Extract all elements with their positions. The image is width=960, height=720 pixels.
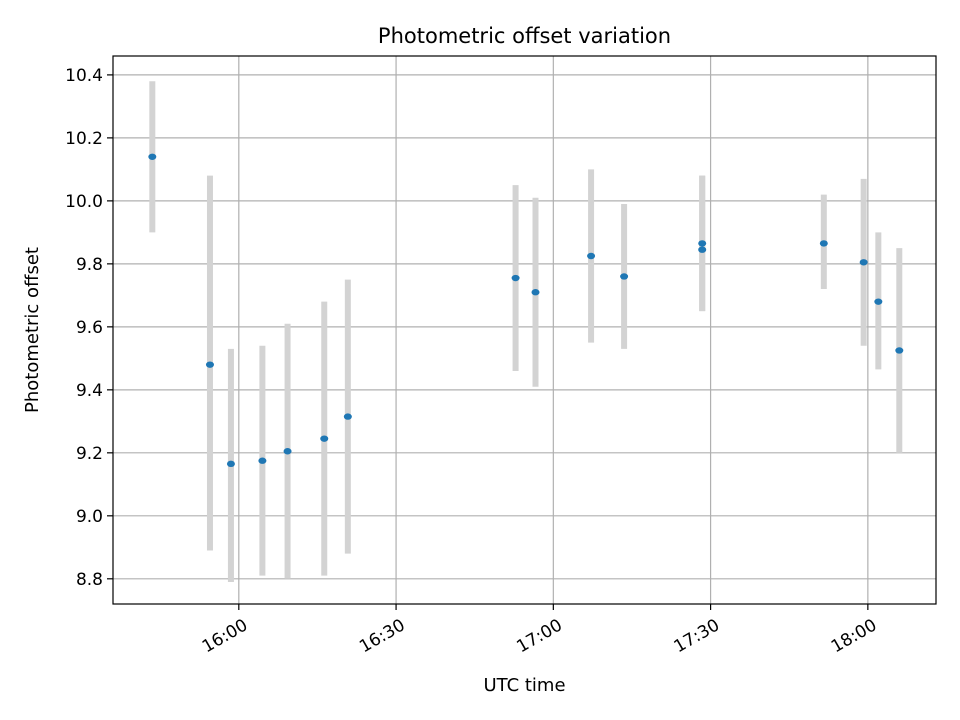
data-point — [531, 289, 540, 296]
y-tick-label: 9.8 — [76, 255, 103, 275]
data-point — [895, 347, 904, 354]
grid-lines — [113, 56, 936, 604]
data-point — [819, 240, 828, 247]
data-point — [859, 259, 868, 266]
data-point — [148, 153, 157, 160]
y-tick-label: 10.0 — [65, 192, 103, 212]
data-point — [587, 252, 596, 260]
y-tick-label: 9.0 — [76, 507, 103, 527]
chart-title: Photometric offset variation — [378, 24, 671, 48]
data-point — [226, 460, 235, 468]
data-point — [205, 361, 214, 368]
y-axis-label: Photometric offset — [22, 247, 43, 413]
data-point — [698, 240, 707, 247]
data-point — [343, 413, 352, 420]
data-point — [283, 448, 292, 455]
data-point — [620, 273, 629, 280]
data-point — [258, 457, 267, 464]
data-point — [511, 274, 520, 282]
y-tick-label: 10.2 — [65, 129, 103, 149]
x-axis-label: UTC time — [483, 675, 565, 696]
data-points — [148, 81, 904, 582]
data-point — [874, 298, 883, 305]
data-point — [698, 246, 707, 253]
y-tick-label: 8.8 — [76, 570, 103, 590]
plot-frame — [112, 55, 937, 605]
y-tick-label: 10.4 — [65, 66, 103, 86]
data-point — [320, 435, 329, 442]
y-tick-label: 9.4 — [76, 381, 103, 401]
y-tick-label: 9.2 — [76, 444, 103, 464]
y-tick-label: 9.6 — [76, 318, 103, 338]
